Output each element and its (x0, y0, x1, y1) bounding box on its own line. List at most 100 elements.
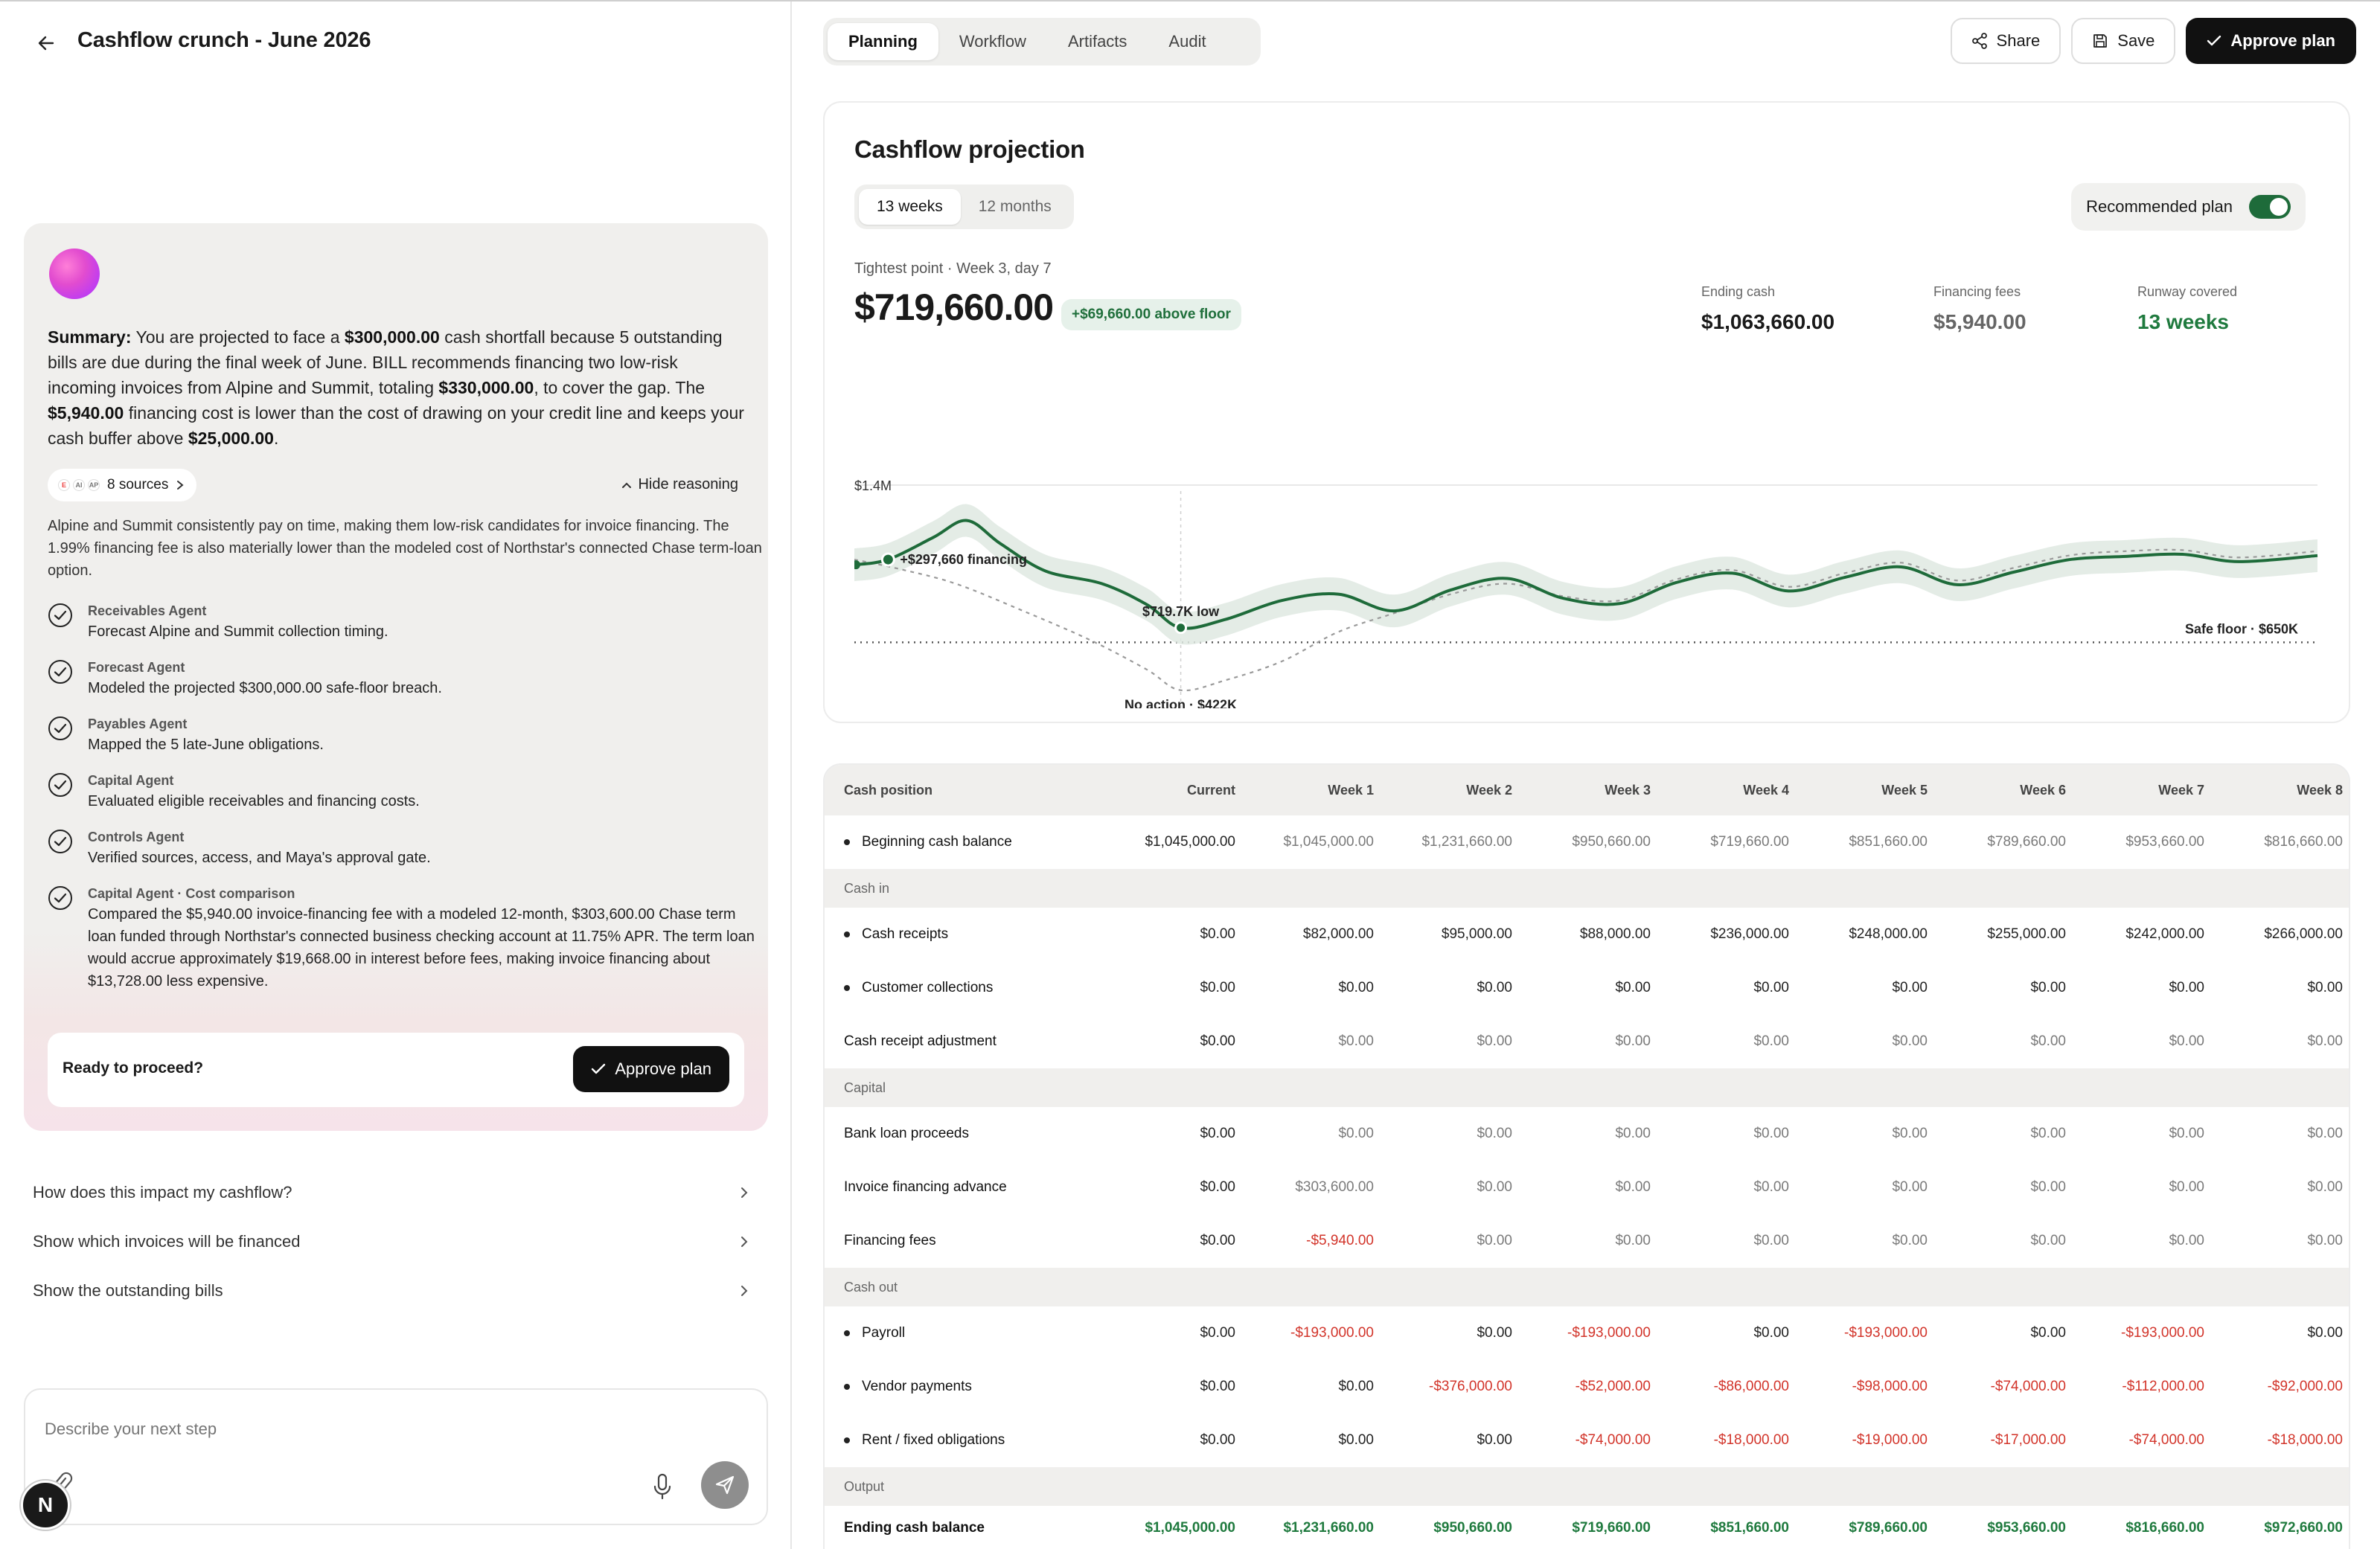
source-logo: E (58, 479, 70, 491)
table-row[interactable]: Payroll $0.00 -$193,000.00 $0.00 -$193,000.0… (825, 1306, 2349, 1360)
table-cell: $0.00 (1615, 980, 1651, 995)
save-label: Save (2117, 31, 2155, 50)
message-input[interactable] (45, 1420, 640, 1439)
table-cell: $950,660.00 (1572, 834, 1651, 850)
share-label: Share (1996, 31, 2041, 50)
row-label: Bank loan proceeds (825, 1107, 1107, 1161)
tab-artifacts[interactable]: Artifacts (1067, 32, 1127, 51)
suggestion-label: Show which invoices will be financed (33, 1232, 301, 1251)
table-cell: $719,660.00 (1710, 834, 1789, 850)
approve-plan-button[interactable]: Approve plan (2186, 18, 2356, 64)
metric-label: Runway covered (2137, 284, 2238, 299)
check-circle-icon (48, 830, 72, 853)
recommended-plan-toggle[interactable] (2249, 195, 2291, 219)
share-button[interactable]: Share (1950, 18, 2061, 64)
table-cell: $0.00 (1200, 926, 1235, 942)
chevron-up-icon (622, 482, 632, 488)
table-row[interactable]: Invoice financing advance $0.00 $303,600.0… (825, 1161, 2349, 1214)
composer (24, 1388, 768, 1525)
approve-plan-label: Approve plan (2230, 31, 2335, 50)
bullet-dot-icon (844, 931, 850, 937)
bullet-dot-icon (844, 838, 850, 845)
table-row[interactable]: Ending cash balance $1,045,000.00 $1,231,6… (825, 1506, 2349, 1549)
microphone-icon[interactable] (650, 1472, 674, 1501)
table-cell: $950,660.00 (1433, 1520, 1512, 1536)
table-cell: $719,660.00 (1572, 1520, 1651, 1536)
table-cell: $0.00 (1892, 1179, 1928, 1195)
column-header: Week 5 (1881, 782, 1928, 798)
save-button[interactable]: Save (2071, 18, 2176, 64)
range-13-weeks[interactable]: 13 weeks (859, 189, 961, 225)
table-cell: $0.00 (1338, 1379, 1374, 1394)
table-row[interactable]: Beginning cash balance $1,045,000.00 $1,04… (825, 815, 2349, 869)
table-cell: -$5,940.00 (1306, 1233, 1374, 1248)
suggestion-item[interactable]: Show which invoices will be financed (24, 1217, 761, 1266)
row-label: Cash receipts (825, 908, 1107, 961)
table-cell: $88,000.00 (1579, 926, 1651, 942)
check-circle-icon (48, 886, 72, 910)
tab-audit[interactable]: Audit (1168, 32, 1206, 51)
suggestion-item[interactable]: Show the outstanding bills (24, 1266, 761, 1315)
tightest-point-label: Tightest point · Week 3, day 7 (854, 260, 1052, 277)
table-row[interactable]: Vendor payments $0.00 $0.00 -$376,000.00 -$5… (825, 1360, 2349, 1414)
table-cell: -$74,000.00 (2128, 1432, 2204, 1448)
range-12-months[interactable]: 12 months (978, 198, 1052, 215)
metric-value: 13 weeks (2137, 310, 2229, 333)
check-circle-icon (48, 603, 72, 627)
section-label: Cash in (844, 880, 890, 896)
row-label: Ending cash balance (825, 1506, 1107, 1549)
source-logo: AI (73, 479, 85, 491)
tab-planning[interactable]: Planning (828, 23, 938, 60)
table-cell: $953,660.00 (2125, 834, 2204, 850)
agent-description: Mapped the 5 late-June obligations. (88, 737, 324, 753)
financing-point-marker (880, 552, 895, 567)
agent-step: Controls Agent Verified sources, access,… (48, 827, 762, 869)
table-row[interactable]: Cash receipt adjustment $0.00 $0.00 $0.00 $0… (825, 1015, 2349, 1068)
table-cell: $0.00 (1477, 1325, 1512, 1341)
table-cell: $0.00 (2030, 980, 2066, 995)
table-row[interactable]: Cash receipts $0.00 $82,000.00 $95,000.00 $8… (825, 908, 2349, 961)
table-cell: $0.00 (2307, 1126, 2343, 1141)
agent-name: Capital Agent · Cost comparison (88, 886, 295, 901)
cashflow-chart: $1.4M Safe floor · $650K +$297,660 financi… (854, 478, 2318, 708)
agent-step: Capital Agent Evaluated eligible receiva… (48, 771, 762, 812)
column-header: Week 7 (2158, 782, 2204, 798)
table-cell: -$18,000.00 (2267, 1432, 2343, 1448)
bullet-dot-icon (844, 1383, 850, 1390)
sources-button[interactable]: E AI AP 8 sources (48, 469, 197, 501)
send-button[interactable] (701, 1461, 749, 1509)
table-cell: $0.00 (1892, 1033, 1928, 1049)
table-cell: -$193,000.00 (1844, 1325, 1928, 1341)
row-label: Payroll (825, 1306, 1107, 1360)
table-cell: $1,045,000.00 (1283, 834, 1374, 850)
tightest-point-marker (1174, 621, 1188, 635)
table-cell: $303,600.00 (1295, 1179, 1374, 1195)
table-header-row: Cash position Current Week 1 Week 2 Week… (825, 765, 2349, 815)
table-row[interactable]: Financing fees $0.00 -$5,940.00 $0.00 $0.00 $… (825, 1214, 2349, 1268)
tab-workflow[interactable]: Workflow (959, 32, 1026, 51)
check-circle-icon (48, 716, 72, 740)
suggestion-item[interactable]: How does this impact my cashflow? (24, 1168, 761, 1217)
approve-plan-button-chat[interactable]: Approve plan (573, 1046, 729, 1092)
table-cell: -$52,000.00 (1575, 1379, 1651, 1394)
table-cell: $0.00 (1615, 1179, 1651, 1195)
cash-table: Cash position Current Week 1 Week 2 Week… (825, 765, 2349, 1549)
hide-reasoning-button[interactable]: Hide reasoning (621, 476, 738, 493)
table-cell: $0.00 (2169, 980, 2204, 995)
table-cell: $236,000.00 (1710, 926, 1789, 942)
back-button[interactable] (34, 31, 58, 55)
table-cell: $266,000.00 (2264, 926, 2343, 942)
row-label-text: Vendor payments (862, 1379, 972, 1394)
user-avatar[interactable]: N (21, 1481, 70, 1530)
table-row[interactable]: Rent / fixed obligations $0.00 $0.00 $0.00 -… (825, 1414, 2349, 1467)
table-row[interactable]: Bank loan proceeds $0.00 $0.00 $0.00 $0.00 $0… (825, 1107, 2349, 1161)
table-cell: $953,660.00 (1987, 1520, 2066, 1536)
check-circle-icon (48, 773, 72, 797)
row-label: Cash receipt adjustment (825, 1015, 1107, 1068)
table-row[interactable]: Customer collections $0.00 $0.00 $0.00 $0.00… (825, 961, 2349, 1015)
section-row: Capital (825, 1068, 2349, 1107)
row-label-text: Rent / fixed obligations (862, 1432, 1005, 1448)
check-circle-icon (48, 660, 72, 684)
section-row: Output (825, 1467, 2349, 1506)
table-cell: $789,660.00 (1849, 1520, 1928, 1536)
